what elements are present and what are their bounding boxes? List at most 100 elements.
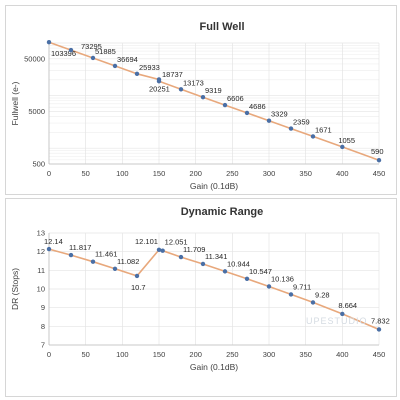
data-point xyxy=(112,63,118,69)
data-point xyxy=(340,144,345,150)
x-tick-label: 450 xyxy=(373,169,386,178)
chart-title: Dynamic Range xyxy=(181,206,264,218)
data-label: 13173 xyxy=(183,78,204,87)
y-tick-label: 7 xyxy=(41,341,45,350)
x-tick-label: 50 xyxy=(81,350,89,359)
x-tick-label: 150 xyxy=(153,350,166,359)
x-tick-label: 50 xyxy=(81,169,89,178)
x-tick-label: 350 xyxy=(299,350,312,359)
data-label: 11.461 xyxy=(95,250,117,259)
data-label: 4686 xyxy=(249,102,266,111)
data-label: 10.547 xyxy=(249,267,272,276)
data-label: 9.28 xyxy=(315,290,330,299)
x-tick-label: 100 xyxy=(116,169,129,178)
watermark: UPESTUDIO xyxy=(306,316,368,326)
data-label: 12.101 xyxy=(135,237,158,246)
y-tick-label: 10 xyxy=(37,285,45,294)
data-label: 590 xyxy=(371,147,384,156)
data-point xyxy=(156,79,162,84)
data-label: 7.832 xyxy=(371,316,390,325)
data-point xyxy=(244,110,250,116)
y-tick-label: 9 xyxy=(41,303,45,312)
data-point xyxy=(46,40,52,45)
chart-title: Full Well xyxy=(199,21,244,33)
x-tick-label: 450 xyxy=(373,350,386,359)
data-point xyxy=(46,246,52,252)
x-tick-label: 300 xyxy=(263,350,276,359)
x-tick-label: 400 xyxy=(336,169,349,178)
data-point xyxy=(156,247,162,252)
data-point xyxy=(310,134,316,139)
data-label: 9.711 xyxy=(293,282,311,291)
data-label: 1671 xyxy=(315,125,332,134)
data-label: 12.14 xyxy=(44,237,63,246)
data-point xyxy=(178,87,184,92)
data-label: 18737 xyxy=(162,70,183,79)
data-point xyxy=(68,47,74,53)
y-tick-label: 50000 xyxy=(24,54,45,63)
data-label: 20251 xyxy=(149,84,170,93)
data-point xyxy=(200,94,206,100)
data-point xyxy=(112,266,118,272)
y-tick-label: 11 xyxy=(37,266,45,275)
data-label: 103396 xyxy=(51,49,76,58)
data-label: 2359 xyxy=(293,118,310,127)
data-label: 73295 xyxy=(81,42,102,51)
data-label: 9319 xyxy=(205,86,222,95)
data-point xyxy=(90,55,96,61)
data-point xyxy=(160,248,165,253)
x-tick-label: 0 xyxy=(47,169,51,178)
x-tick-label: 150 xyxy=(153,169,166,178)
data-label: 3329 xyxy=(271,110,288,119)
y-tick-label: 5000 xyxy=(28,107,45,116)
data-label: 25933 xyxy=(139,63,160,72)
data-point xyxy=(266,118,272,123)
data-point xyxy=(178,254,184,260)
data-label: 11.817 xyxy=(69,243,91,252)
data-point xyxy=(200,261,206,267)
x-tick-label: 250 xyxy=(226,350,239,359)
data-point xyxy=(222,269,228,274)
data-label: 11.082 xyxy=(117,257,139,266)
x-tick-label: 250 xyxy=(226,169,239,178)
data-point xyxy=(288,292,294,297)
y-tick-label: 13 xyxy=(37,229,45,238)
data-point xyxy=(376,327,382,332)
data-point xyxy=(310,300,316,305)
data-point xyxy=(340,311,345,317)
y-tick-label: 12 xyxy=(37,247,45,256)
data-label: 11.709 xyxy=(183,245,205,254)
data-label: 8.664 xyxy=(338,301,357,310)
data-label: 12.051 xyxy=(165,238,188,247)
x-tick-label: 300 xyxy=(263,169,276,178)
data-point xyxy=(222,102,228,108)
x-axis-label: Gain (0.1dB) xyxy=(190,362,238,372)
full-well-chart: Full Well 0 50 100 150 200 250 300 350 400 450 500 5… xyxy=(10,21,386,191)
x-tick-label: 200 xyxy=(189,169,202,178)
x-tick-label: 400 xyxy=(336,350,349,359)
data-point xyxy=(376,158,382,163)
data-label: 11.341 xyxy=(205,252,227,261)
data-label: 51885 xyxy=(95,47,116,56)
dynamic-range-chart-panel: Dynamic Range 0 50 100 150 200 250 300 350 400 450… xyxy=(5,198,397,397)
x-tick-label: 0 xyxy=(47,350,51,359)
data-label: 10.136 xyxy=(271,274,294,283)
y-tick-label: 500 xyxy=(32,160,45,169)
data-label: 10.944 xyxy=(227,259,250,268)
x-axis-label: Gain (0.1dB) xyxy=(190,181,238,191)
data-point xyxy=(244,276,250,281)
data-point xyxy=(68,252,74,258)
data-point xyxy=(90,259,96,264)
dynamic-range-chart: Dynamic Range 0 50 100 150 200 250 300 350 400 450… xyxy=(10,206,390,372)
data-label: 10.7 xyxy=(131,283,146,292)
data-label: 6606 xyxy=(227,94,244,103)
x-tick-label: 200 xyxy=(189,350,202,359)
y-axis-label: Fullwell (e-) xyxy=(10,81,20,125)
x-tick-label: 100 xyxy=(116,350,129,359)
full-well-chart-panel: Full Well 0 50 100 150 200 250 300 350 400 450 500 5… xyxy=(5,5,397,195)
data-label: 36694 xyxy=(117,55,138,64)
data-point xyxy=(134,273,140,279)
y-axis-label: DR (Stops) xyxy=(10,268,20,310)
data-point xyxy=(266,284,272,289)
series-line xyxy=(48,248,380,331)
